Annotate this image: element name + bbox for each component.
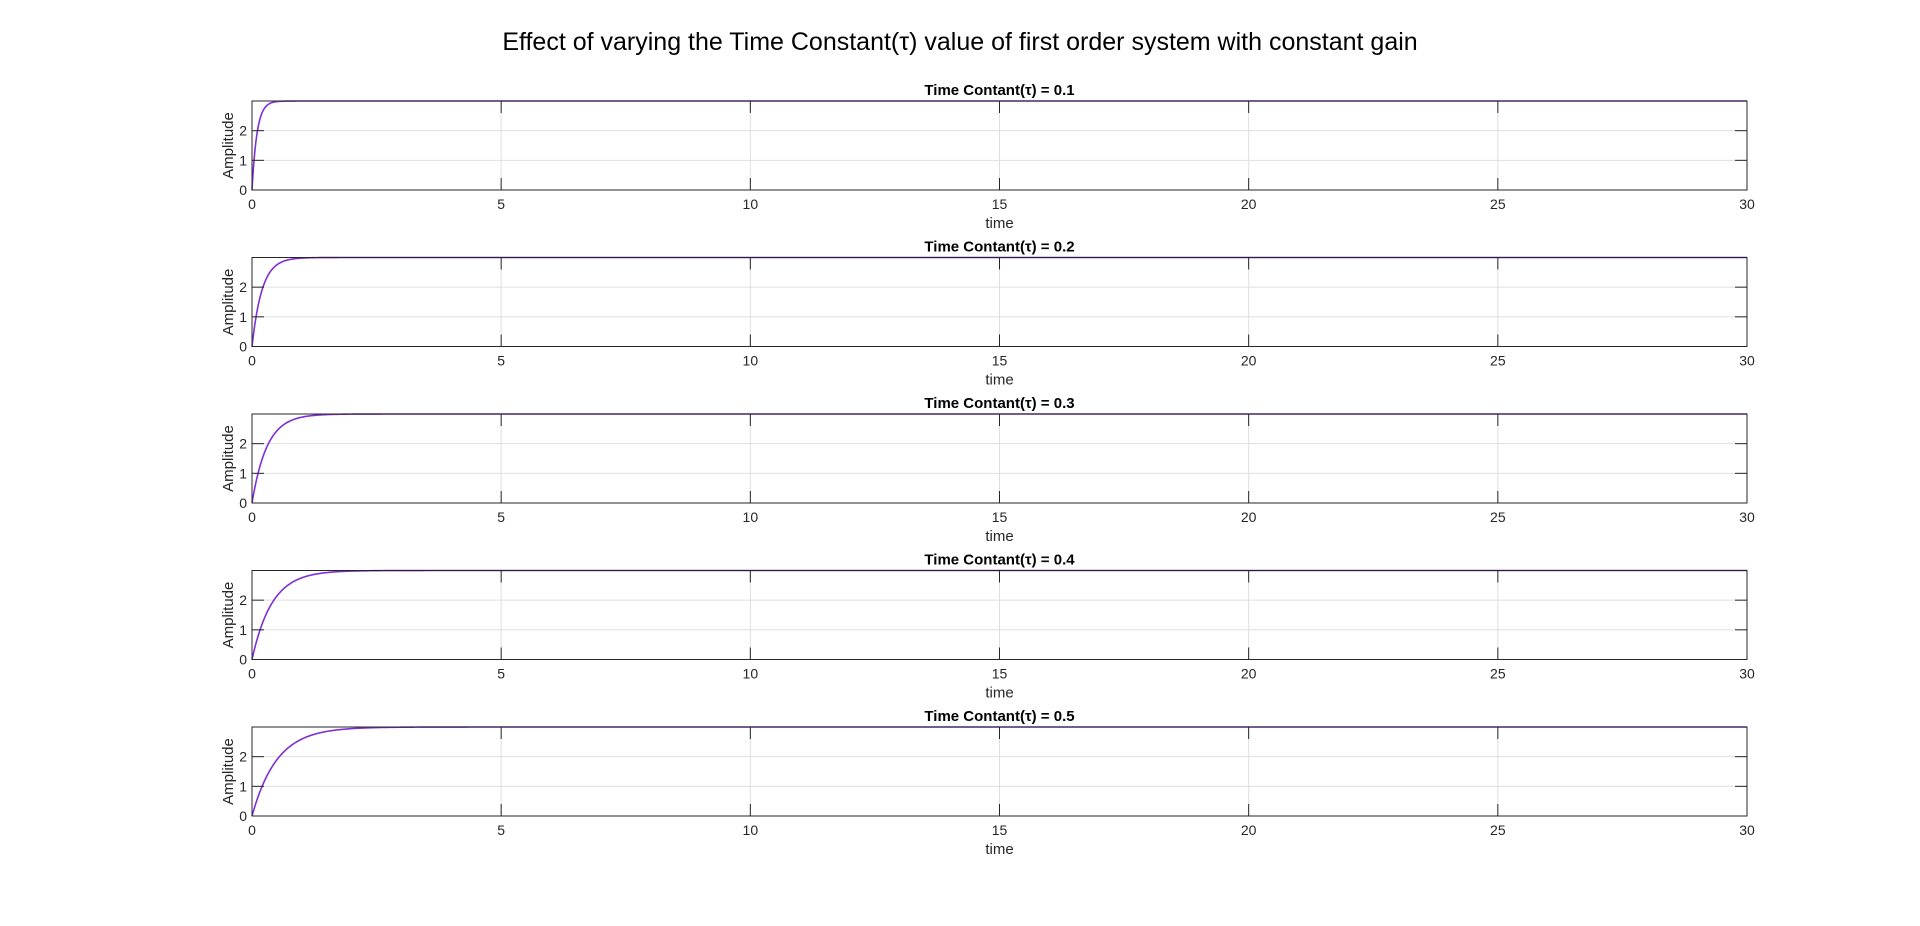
- x-tick-label: 0: [248, 509, 256, 525]
- x-tick-label: 15: [992, 822, 1008, 838]
- y-tick-label: 2: [239, 279, 247, 295]
- x-tick-label: 10: [743, 196, 759, 212]
- y-tick-label: 2: [239, 592, 247, 608]
- x-tick-label: 15: [992, 509, 1008, 525]
- x-tick-label: 25: [1490, 196, 1506, 212]
- y-axis-label: Amplitude: [220, 738, 237, 805]
- x-tick-label: 10: [743, 353, 759, 369]
- x-axis-label: time: [985, 528, 1013, 545]
- y-tick-label: 2: [239, 749, 247, 765]
- x-tick-label: 15: [992, 353, 1008, 369]
- x-tick-label: 25: [1490, 353, 1506, 369]
- x-tick-label: 25: [1490, 822, 1506, 838]
- y-tick-label: 0: [239, 808, 247, 824]
- x-tick-label: 0: [248, 822, 256, 838]
- y-tick-label: 2: [239, 123, 247, 139]
- y-tick-label: 2: [239, 436, 247, 452]
- subplot-5: 0 5 10 15 20 25 30 0 1 2 Time Contant(τ) = 0.5 time…: [220, 708, 1755, 858]
- y-tick-label: 0: [239, 652, 247, 668]
- subplot-title: Time Contant(τ) = 0.5: [924, 708, 1074, 725]
- x-tick-label: 5: [497, 822, 505, 838]
- x-tick-label: 30: [1739, 353, 1755, 369]
- subplot-1: 0 5 10 15 20 25 30 0 1 2 Time Contant(τ) = 0.1 time…: [220, 82, 1755, 232]
- x-tick-label: 5: [497, 196, 505, 212]
- subplot-4: 0 5 10 15 20 25 30 0 1 2 Time Contant(τ) = 0.4 time…: [220, 552, 1755, 702]
- x-tick-label: 0: [248, 353, 256, 369]
- y-tick-label: 0: [239, 495, 247, 511]
- y-axis-label: Amplitude: [220, 112, 237, 179]
- x-tick-label: 10: [743, 822, 759, 838]
- x-tick-label: 0: [248, 666, 256, 682]
- x-tick-label: 20: [1241, 509, 1257, 525]
- x-tick-label: 25: [1490, 666, 1506, 682]
- x-tick-label: 0: [248, 196, 256, 212]
- y-axis-label: Amplitude: [220, 425, 237, 492]
- subplot-title: Time Contant(τ) = 0.1: [924, 82, 1074, 99]
- y-axis-label: Amplitude: [220, 582, 237, 649]
- x-tick-label: 10: [743, 509, 759, 525]
- x-tick-label: 5: [497, 666, 505, 682]
- x-axis-label: time: [985, 215, 1013, 232]
- subplot-title: Time Contant(τ) = 0.3: [924, 395, 1074, 412]
- x-tick-label: 20: [1241, 196, 1257, 212]
- subplot-title: Time Contant(τ) = 0.4: [924, 552, 1075, 569]
- x-tick-label: 5: [497, 353, 505, 369]
- subplot-3: 0 5 10 15 20 25 30 0 1 2 Time Contant(τ) = 0.3 time…: [220, 395, 1755, 545]
- x-tick-label: 20: [1241, 666, 1257, 682]
- x-tick-label: 30: [1739, 509, 1755, 525]
- y-tick-label: 1: [239, 309, 247, 325]
- x-tick-label: 15: [992, 196, 1008, 212]
- y-tick-label: 0: [239, 182, 247, 198]
- y-tick-label: 1: [239, 465, 247, 481]
- y-tick-label: 1: [239, 152, 247, 168]
- y-axis-label: Amplitude: [220, 269, 237, 336]
- x-tick-label: 30: [1739, 822, 1755, 838]
- subplot-title: Time Contant(τ) = 0.2: [924, 239, 1074, 256]
- x-tick-label: 15: [992, 666, 1008, 682]
- x-tick-label: 25: [1490, 509, 1506, 525]
- y-tick-label: 0: [239, 339, 247, 355]
- x-tick-label: 20: [1241, 822, 1257, 838]
- x-axis-label: time: [985, 685, 1013, 702]
- y-tick-label: 1: [239, 622, 247, 638]
- x-axis-label: time: [985, 372, 1013, 389]
- subplot-2: 0 5 10 15 20 25 30 0 1 2 Time Contant(τ) = 0.2 time…: [220, 239, 1755, 389]
- x-tick-label: 10: [743, 666, 759, 682]
- x-tick-label: 30: [1739, 196, 1755, 212]
- x-tick-label: 20: [1241, 353, 1257, 369]
- x-tick-label: 5: [497, 509, 505, 525]
- y-tick-label: 1: [239, 778, 247, 794]
- x-tick-label: 30: [1739, 666, 1755, 682]
- x-axis-label: time: [985, 841, 1013, 858]
- figure-title: Effect of varying the Time Constant(τ) v…: [502, 28, 1418, 56]
